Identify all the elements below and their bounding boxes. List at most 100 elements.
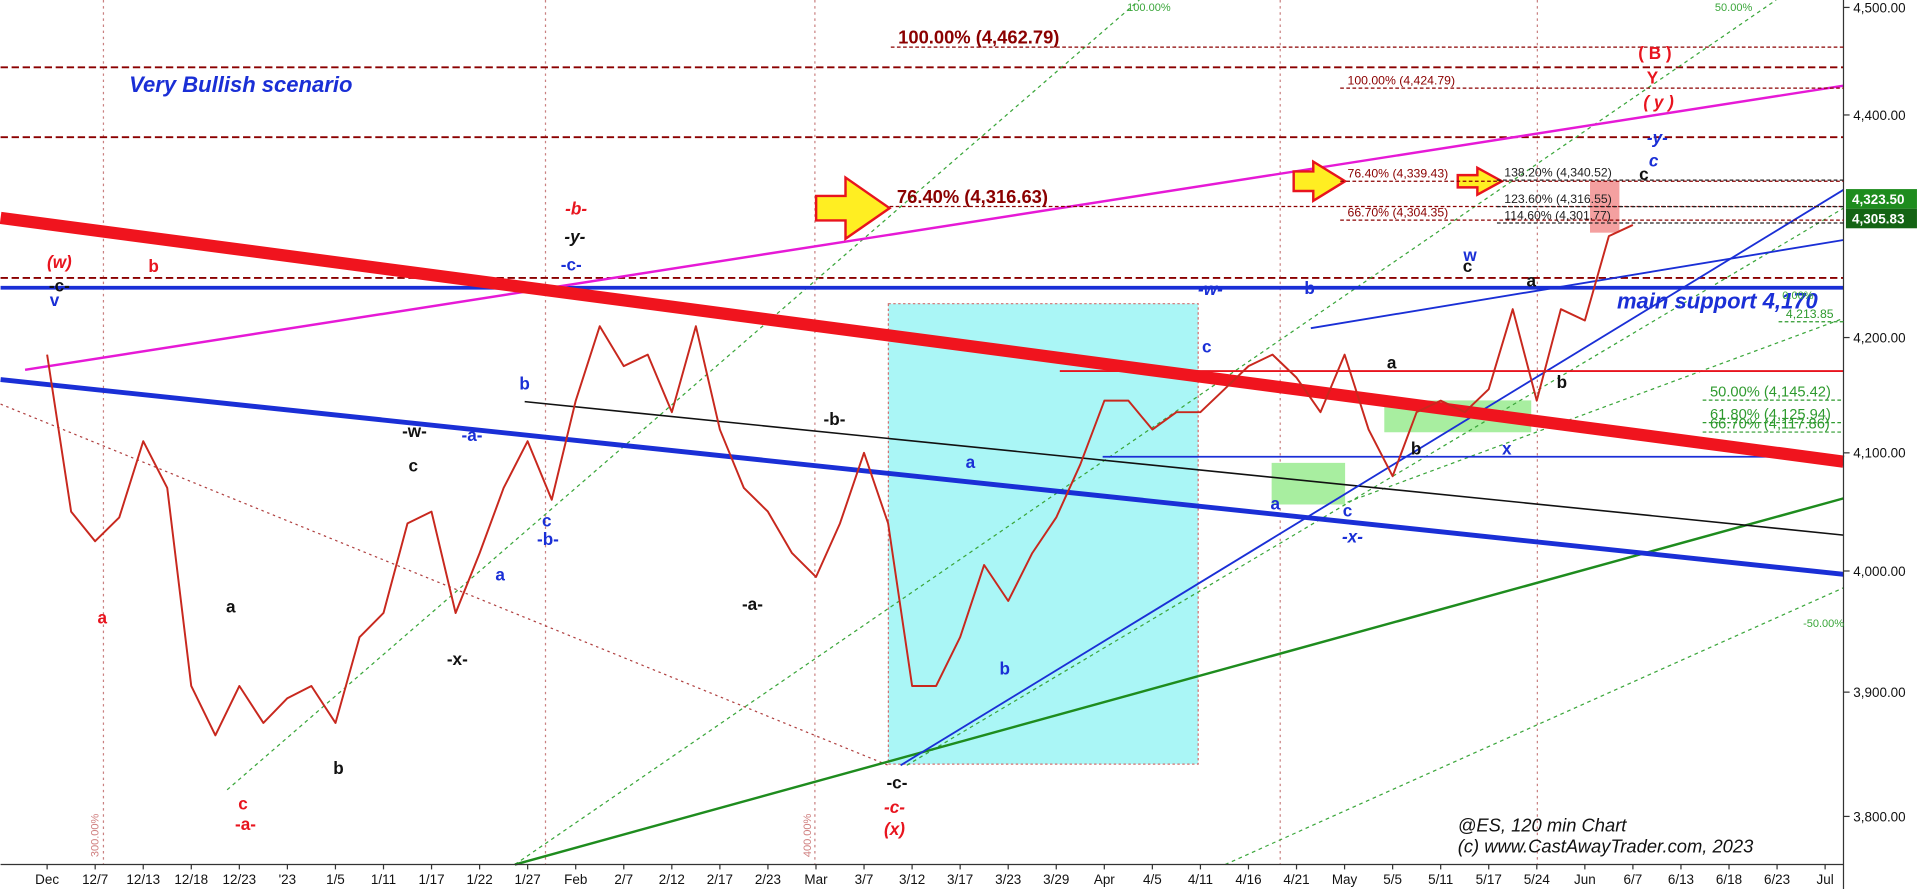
level-label: 123.60% (4,316.55) <box>1504 192 1611 206</box>
y-tick-label: 4,400.00 <box>1853 108 1905 123</box>
wave-label: -c- <box>561 255 582 275</box>
wave-label: b <box>1304 278 1314 298</box>
level-label: 50.00% (4,145.42) <box>1710 384 1831 400</box>
fib-label: 300.00% <box>90 813 102 857</box>
trend-line <box>24 84 1844 372</box>
x-tick-label: 3/23 <box>995 872 1021 887</box>
trend-line <box>524 400 1844 536</box>
wave-label: -b- <box>537 529 559 549</box>
x-tick-label: 1/22 <box>467 872 493 887</box>
wave-label: Y <box>1647 67 1659 87</box>
wave-label: -a- <box>462 425 483 445</box>
wave-label: x <box>1502 438 1512 458</box>
wave-label: b <box>148 256 158 276</box>
x-tick-label: 6/13 <box>1668 872 1694 887</box>
x-tick-label: 3/12 <box>899 872 925 887</box>
wave-label: -c- <box>886 773 907 793</box>
wave-label: (x) <box>884 819 905 839</box>
level-label: 76.40% (4,339.43) <box>1348 167 1449 181</box>
support-text: main support 4,170 <box>1617 289 1819 314</box>
y-tick-label: 3,800.00 <box>1853 809 1905 824</box>
x-tick-label: 12/18 <box>174 872 208 887</box>
wave-label: b <box>1557 372 1567 392</box>
x-tick-label: 1/27 <box>515 872 541 887</box>
x-tick-label: '23 <box>279 872 297 887</box>
level-label: 114.60% (4,301.77) <box>1504 208 1611 222</box>
y-tick-label: 4,000.00 <box>1853 564 1905 579</box>
x-tick-label: 12/23 <box>223 872 257 887</box>
x-tick-label: 2/12 <box>659 872 685 887</box>
x-tick-label: 4/11 <box>1188 872 1213 887</box>
x-tick-label: 6/23 <box>1764 872 1790 887</box>
fan-line <box>514 0 1777 866</box>
level-label: 4,213.85 <box>1786 307 1834 321</box>
trend-line <box>514 497 1844 866</box>
trend-line <box>0 211 1845 468</box>
fib-label: -50.00% <box>1803 618 1844 630</box>
wave-labels: (w) -c- v b a c -a- a b -x- c -w- -a- b … <box>47 43 1674 839</box>
x-tick-label: Apr <box>1094 872 1115 887</box>
x-tick-label: 2/7 <box>614 872 633 887</box>
fib-label: 0.00% <box>1782 290 1813 302</box>
wave-label: ( y ) <box>1643 92 1674 112</box>
x-tick-label: 5/24 <box>1524 872 1551 887</box>
y-tick-label: 4,200.00 <box>1853 330 1905 345</box>
cyan-zone <box>887 303 1199 765</box>
x-tick-label: Jun <box>1574 872 1596 887</box>
x-tick-label: 3/7 <box>855 872 874 887</box>
chart-title: Very Bullish scenario <box>129 72 352 97</box>
fib-grid-labels: 300.00% 400.00% 100.00% 50.00% 0.00% -50… <box>90 2 1845 857</box>
x-tick-label: 1/17 <box>418 872 444 887</box>
wave-label: a <box>495 564 505 584</box>
wave-label: c <box>1639 164 1649 184</box>
x-tick-label: 4/5 <box>1143 872 1162 887</box>
wave-label: a <box>1526 271 1536 291</box>
x-tick-label: 4/16 <box>1235 872 1261 887</box>
wave-label: b <box>999 659 1009 679</box>
trend-line <box>900 189 1844 767</box>
wave-label: (w) <box>47 252 72 272</box>
level-label: 76.40% (4,316.63) <box>897 186 1048 207</box>
x-tick-label: Jul <box>1817 872 1834 887</box>
x-tick-label: 12/7 <box>82 872 108 887</box>
wave-label: c <box>1202 337 1212 357</box>
wave-label: -x- <box>1342 526 1363 546</box>
wave-label: a <box>1387 353 1397 373</box>
x-tick-label: Dec <box>35 872 59 887</box>
footer: @ES, 120 min Chart <box>1458 814 1628 835</box>
footer: (c) www.CastAwayTrader.com, 2023 <box>1458 835 1754 856</box>
wave-label: c <box>408 455 418 475</box>
wave-label: c <box>238 793 248 813</box>
level-label: 61.80% (4,125.94) <box>1710 407 1831 423</box>
arrow <box>1456 165 1505 197</box>
fan-line <box>1224 587 1844 866</box>
arrow <box>1292 159 1348 204</box>
x-tick-label: 1/5 <box>326 872 345 887</box>
price-badge-label: 4,323.50 <box>1852 192 1904 207</box>
price-line <box>46 224 1634 737</box>
fib-label: 400.00% <box>802 813 814 857</box>
x-tick-label: 6/7 <box>1624 872 1643 887</box>
wave-label: -c- <box>49 275 70 295</box>
wave-label: ( B ) <box>1638 43 1671 63</box>
wave-label: -b- <box>565 198 587 218</box>
wave-label: c <box>542 511 552 531</box>
x-tick-label: 5/5 <box>1383 872 1402 887</box>
wave-label: -a- <box>235 814 256 834</box>
fan-line <box>226 0 1140 791</box>
x-tick-label: 5/17 <box>1476 872 1502 887</box>
level-label: 100.00% (4,424.79) <box>1348 73 1455 87</box>
trend-line <box>1310 239 1844 330</box>
fib-fan <box>226 0 1844 866</box>
wave-label: c <box>1463 256 1473 276</box>
wave-label: c <box>1649 151 1659 171</box>
x-tick-label: 5/11 <box>1428 872 1453 887</box>
dotted-line <box>0 403 889 766</box>
wave-label: a <box>966 452 976 472</box>
y-tick-label: 3,900.00 <box>1853 685 1905 700</box>
wave-label: w <box>1462 245 1477 265</box>
wave-label: v <box>50 290 60 310</box>
wave-label: -a- <box>742 594 763 614</box>
wave-label: a <box>97 607 107 627</box>
wave-label: -w- <box>1198 279 1223 299</box>
